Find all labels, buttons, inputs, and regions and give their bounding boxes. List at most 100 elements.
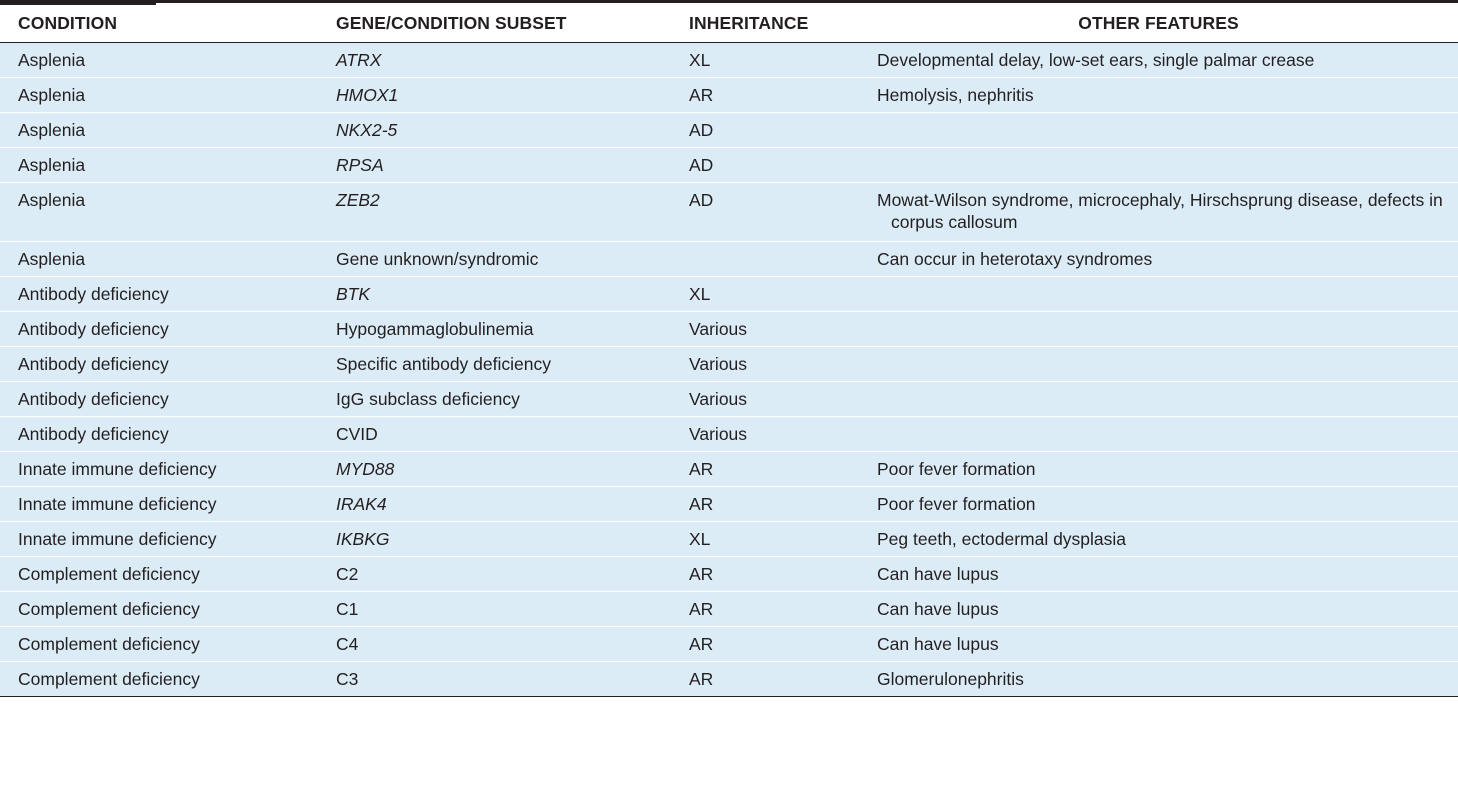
- cell-gene: IRAK4: [318, 486, 671, 522]
- table-row: Asplenia HMOX1 AR Hemolysis, nephritis: [0, 77, 1458, 113]
- table-row: Antibody deficiency IgG subclass deficien…: [0, 381, 1458, 417]
- cell-inheritance: [671, 241, 859, 277]
- cell-gene: MYD88: [318, 451, 671, 487]
- cell-condition: Complement deficiency: [0, 556, 318, 592]
- table-row: Innate immune deficiency IRAK4 AR Poor feve…: [0, 486, 1458, 522]
- table-row: Complement deficiency C4 AR Can have lupus: [0, 626, 1458, 662]
- cell-inheritance: AD: [671, 147, 859, 183]
- cell-other-features: [859, 346, 1458, 382]
- top-rule: [0, 0, 1458, 3]
- cell-other-features: Can have lupus: [859, 556, 1458, 592]
- cell-inheritance: XL: [671, 42, 859, 78]
- table-row: Antibody deficiency Specific antibody def…: [0, 346, 1458, 382]
- cell-gene: ATRX: [318, 42, 671, 78]
- cell-gene: CVID: [318, 416, 671, 452]
- cell-other-features: [859, 112, 1458, 148]
- table-row: Innate immune deficiency MYD88 AR Poor feve…: [0, 451, 1458, 487]
- cell-condition: Innate immune deficiency: [0, 521, 318, 557]
- cell-inheritance: AR: [671, 661, 859, 697]
- cell-other-features: Can have lupus: [859, 591, 1458, 627]
- header-row: CONDITION GENE/CONDITION SUBSET INHERITA…: [0, 5, 1458, 43]
- cell-inheritance: AR: [671, 556, 859, 592]
- cell-other-features: [859, 147, 1458, 183]
- cell-other-features: Peg teeth, ectodermal dysplasia: [859, 521, 1458, 557]
- cell-gene: RPSA: [318, 147, 671, 183]
- cell-condition: Asplenia: [0, 182, 318, 242]
- table-row: Antibody deficiency Hypogammaglobulinemia…: [0, 311, 1458, 347]
- table-row: Asplenia RPSA AD: [0, 147, 1458, 183]
- cell-other-features: Hemolysis, nephritis: [859, 77, 1458, 113]
- cell-inheritance: Various: [671, 416, 859, 452]
- cell-condition: Asplenia: [0, 241, 318, 277]
- condition-table: CONDITION GENE/CONDITION SUBSET INHERITA…: [0, 5, 1458, 697]
- cell-other-features: [859, 311, 1458, 347]
- cell-condition: Complement deficiency: [0, 661, 318, 697]
- table-row: Antibody deficiency BTK XL: [0, 276, 1458, 312]
- header-gene: GENE/CONDITION SUBSET: [318, 5, 671, 43]
- table-row: Complement deficiency C3 AR Glomerulonephri…: [0, 661, 1458, 697]
- header-condition: CONDITION: [0, 5, 318, 43]
- cell-other-features: [859, 381, 1458, 417]
- table-row: Asplenia Gene unknown/syndromic Can occur …: [0, 241, 1458, 277]
- cell-condition: Complement deficiency: [0, 591, 318, 627]
- header-other-features: OTHER FEATURES: [859, 5, 1458, 43]
- cell-gene: ZEB2: [318, 182, 671, 242]
- cell-gene: C3: [318, 661, 671, 697]
- cell-inheritance: Various: [671, 311, 859, 347]
- cell-gene: BTK: [318, 276, 671, 312]
- cell-inheritance: AR: [671, 626, 859, 662]
- cell-gene: IgG subclass deficiency: [318, 381, 671, 417]
- cell-gene: Specific antibody deficiency: [318, 346, 671, 382]
- cell-condition: Asplenia: [0, 112, 318, 148]
- cell-other-features: [859, 416, 1458, 452]
- cell-gene: Hypogammaglobulinemia: [318, 311, 671, 347]
- cell-gene: IKBKG: [318, 521, 671, 557]
- table-row: Asplenia ZEB2 AD Mowat-Wilson syndrome, mic…: [0, 182, 1458, 242]
- cell-other-features: Poor fever formation: [859, 486, 1458, 522]
- cell-inheritance: Various: [671, 381, 859, 417]
- cell-other-features: Poor fever formation: [859, 451, 1458, 487]
- cell-condition: Asplenia: [0, 77, 318, 113]
- cell-condition: Asplenia: [0, 147, 318, 183]
- table-row: Asplenia NKX2-5 AD: [0, 112, 1458, 148]
- cell-gene: C1: [318, 591, 671, 627]
- table-row: Complement deficiency C2 AR Can have lupus: [0, 556, 1458, 592]
- cell-condition: Innate immune deficiency: [0, 486, 318, 522]
- table-body: Asplenia ATRX XL Developmental delay, low-s…: [0, 42, 1458, 697]
- cell-inheritance: AR: [671, 486, 859, 522]
- cell-condition: Antibody deficiency: [0, 381, 318, 417]
- cell-condition: Innate immune deficiency: [0, 451, 318, 487]
- cell-inheritance: AD: [671, 112, 859, 148]
- cell-condition: Antibody deficiency: [0, 311, 318, 347]
- cell-other-features: Mowat-Wilson syndrome, microcephaly, Hir…: [859, 182, 1458, 242]
- cell-gene: HMOX1: [318, 77, 671, 113]
- cell-inheritance: Various: [671, 346, 859, 382]
- cell-inheritance: AR: [671, 591, 859, 627]
- cell-gene: C4: [318, 626, 671, 662]
- table-row: Antibody deficiency CVID Various: [0, 416, 1458, 452]
- cell-other-features-text: Mowat-Wilson syndrome, microcephaly, Hir…: [877, 190, 1443, 232]
- cell-inheritance: AD: [671, 182, 859, 242]
- top-rule-notch: [0, 3, 156, 5]
- cell-condition: Complement deficiency: [0, 626, 318, 662]
- header-inheritance: INHERITANCE: [671, 5, 859, 43]
- table-row: Asplenia ATRX XL Developmental delay, low-s…: [0, 42, 1458, 78]
- cell-condition: Antibody deficiency: [0, 416, 318, 452]
- cell-condition: Antibody deficiency: [0, 346, 318, 382]
- cell-inheritance: XL: [671, 276, 859, 312]
- cell-gene: NKX2-5: [318, 112, 671, 148]
- cell-other-features: Glomerulonephritis: [859, 661, 1458, 697]
- cell-gene: C2: [318, 556, 671, 592]
- cell-inheritance: XL: [671, 521, 859, 557]
- cell-other-features: Developmental delay, low-set ears, singl…: [859, 42, 1458, 78]
- cell-inheritance: AR: [671, 77, 859, 113]
- cell-inheritance: AR: [671, 451, 859, 487]
- table-row: Innate immune deficiency IKBKG XL Peg teeth…: [0, 521, 1458, 557]
- cell-other-features: Can have lupus: [859, 626, 1458, 662]
- cell-condition: Asplenia: [0, 42, 318, 78]
- cell-other-features: Can occur in heterotaxy syndromes: [859, 241, 1458, 277]
- cell-other-features: [859, 276, 1458, 312]
- table-row: Complement deficiency C1 AR Can have lupus: [0, 591, 1458, 627]
- cell-condition: Antibody deficiency: [0, 276, 318, 312]
- cell-gene: Gene unknown/syndromic: [318, 241, 671, 277]
